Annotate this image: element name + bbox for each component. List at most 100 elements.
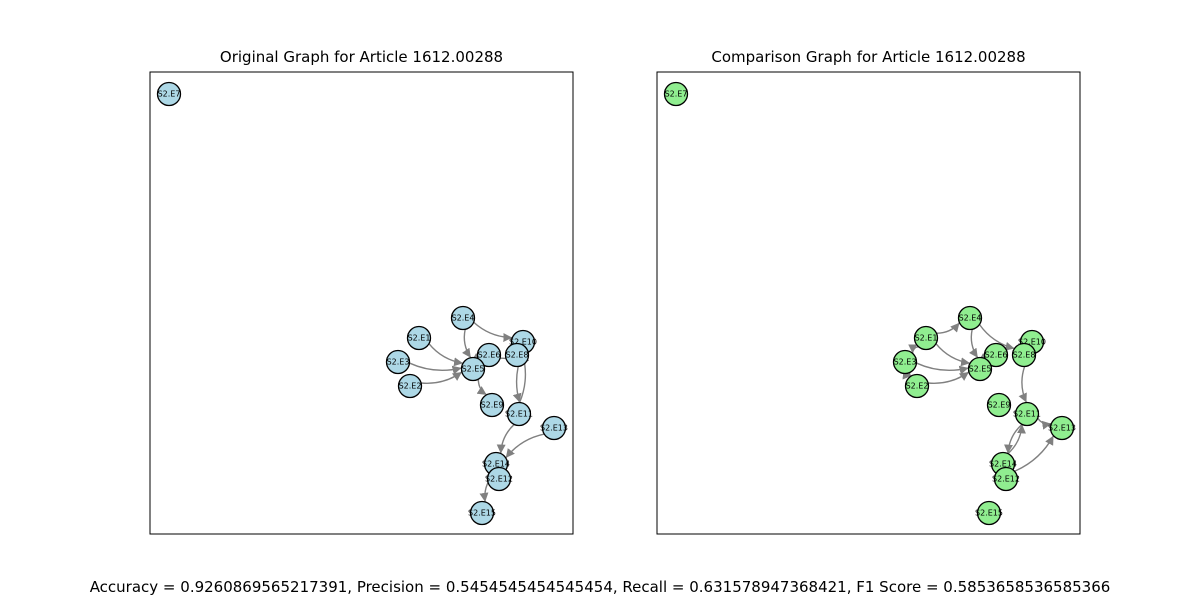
right-node-S2.E4: S2.E4 [957,305,983,331]
left-node-circle [476,342,502,368]
right-node-label: S2.E3 [894,358,917,367]
right-node-label: S2.E8 [1013,351,1036,360]
left-node-S2.E15: S2.E15 [468,500,496,526]
right-node-circle [913,325,939,351]
right-node-S2.E13: S2.E13 [1048,415,1076,441]
left-node-label: S2.E4 [452,314,475,323]
right-node-label: S2.E6 [985,351,1008,360]
left-edge-S2.E1-to-S2.E5 [428,343,464,367]
left-edge-S2.E2-to-S2.E5 [421,371,463,384]
right-node-circle [983,342,1009,368]
left-node-label: S2.E2 [399,382,422,391]
right-node-label: S2.E12 [992,475,1020,484]
metrics-summary: Accuracy = 0.9260869565217391, Precision… [89,578,1111,596]
right-edge-S2.E4-to-S2.E8 [978,324,1015,351]
left-node-circle [479,392,505,418]
left-edge-S2.E3-to-S2.E5 [409,362,462,375]
right-node-S2.E9: S2.E9 [986,392,1012,418]
right-node-S2.E12: S2.E12 [992,466,1020,492]
left-node-label: S2.E6 [478,351,501,360]
right-edge-S2.E1-to-S2.E3 [908,344,919,354]
right-node-circle [993,466,1019,492]
right-node-S2.E6: S2.E6 [983,342,1009,368]
right-node-label: S2.E11 [1013,410,1041,419]
left-node-circle [504,342,530,368]
right-graph-title: Comparison Graph for Article 1612.00288 [711,48,1026,66]
left-node-S2.E1: S2.E1 [406,325,432,351]
left-edge-S2.E4-to-S2.E5 [461,329,472,359]
right-node-circle [1011,342,1037,368]
left-node-S2.E8: S2.E8 [504,342,530,368]
left-node-circle [397,373,423,399]
left-node-circle [460,356,486,382]
left-node-label: S2.E15 [468,509,496,518]
left-graph-title: Original Graph for Article 1612.00288 [219,48,504,66]
left-edge-S2.E13-to-S2.E14 [505,433,545,459]
left-node-circle [406,325,432,351]
right-node-S2.E2: S2.E2 [904,373,930,399]
left-node-circle [156,81,182,107]
left-node-circle [506,401,532,427]
right-node-S2.E7: S2.E7 [663,81,689,107]
right-node-label: S2.E9 [988,401,1011,410]
right-node-S2.E5: S2.E5 [967,356,993,382]
right-node-circle [957,305,983,331]
left-node-circle [385,349,411,375]
right-node-circle [1049,415,1075,441]
right-node-label: S2.E14 [989,460,1017,469]
left-edge-S2.E5-to-S2.E9 [476,379,488,396]
left-node-S2.E13: S2.E13 [540,415,568,441]
left-node-S2.E11: S2.E11 [505,401,533,427]
right-edge-S2.E1-to-S2.E5 [935,343,971,367]
right-node-label: S2.E4 [959,314,982,323]
left-node-S2.E12: S2.E12 [485,466,513,492]
left-node-label: S2.E7 [158,90,181,99]
right-graph-edges [902,322,1055,472]
right-node-label: S2.E1 [915,334,938,343]
right-node-label: S2.E10 [1018,338,1046,347]
left-node-circle [469,500,495,526]
right-node-label: S2.E2 [906,382,929,391]
left-node-label: S2.E9 [481,401,504,410]
right-node-circle [904,373,930,399]
right-edge-S2.E11-to-S2.E14 [1004,423,1023,454]
left-graph-nodes: S2.E7 S2.E4 S2.E1 S2.E3 S2.E2 S2.E6 S2.E5 S2.E1… [156,81,568,526]
right-node-circle [663,81,689,107]
right-edge-S2.E4-to-S2.E5 [968,329,979,359]
right-node-circle [892,349,918,375]
right-edge-S2.E8-to-S2.E11 [1018,366,1028,403]
right-node-S2.E1: S2.E1 [913,325,939,351]
left-node-label: S2.E5 [462,365,485,374]
right-node-circle [967,356,993,382]
right-node-circle [976,500,1002,526]
left-node-label: S2.E14 [482,460,510,469]
right-node-label: S2.E7 [665,90,688,99]
left-node-label: S2.E11 [505,410,533,419]
right-graph-frame [656,71,1081,535]
left-graph-frame [149,71,574,535]
left-node-circle [450,305,476,331]
right-node-circle [986,392,1012,418]
right-node-label: S2.E15 [975,509,1003,518]
left-node-S2.E2: S2.E2 [397,373,423,399]
left-edge-S2.E4-to-S2.E10 [473,321,513,343]
left-edge-S2.E11-to-S2.E14 [496,423,515,454]
right-graph-nodes: S2.E7 S2.E4 S2.E1 S2.E3 S2.E2 S2.E6 S2.E5 S2.E1… [663,81,1076,526]
right-edge-S2.E2-to-S2.E5 [928,371,970,384]
right-edge-S2.E12-to-S2.E13 [1014,435,1055,472]
left-node-label: S2.E13 [540,424,568,433]
left-node-label: S2.E10 [509,338,537,347]
right-edge-S2.E11-to-S2.E13 [1037,417,1052,430]
left-node-label: S2.E1 [408,334,431,343]
left-node-S2.E6: S2.E6 [476,342,502,368]
right-node-S2.E15: S2.E15 [975,500,1003,526]
right-edge-S2.E3-to-S2.E5 [916,362,969,375]
left-node-circle [541,415,567,441]
left-node-S2.E4: S2.E4 [450,305,476,331]
right-node-S2.E8: S2.E8 [1011,342,1037,368]
left-node-circle [486,466,512,492]
right-node-S2.E3: S2.E3 [892,349,918,375]
right-edge-S2.E1-to-S2.E4 [936,322,961,334]
left-node-label: S2.E3 [387,358,410,367]
